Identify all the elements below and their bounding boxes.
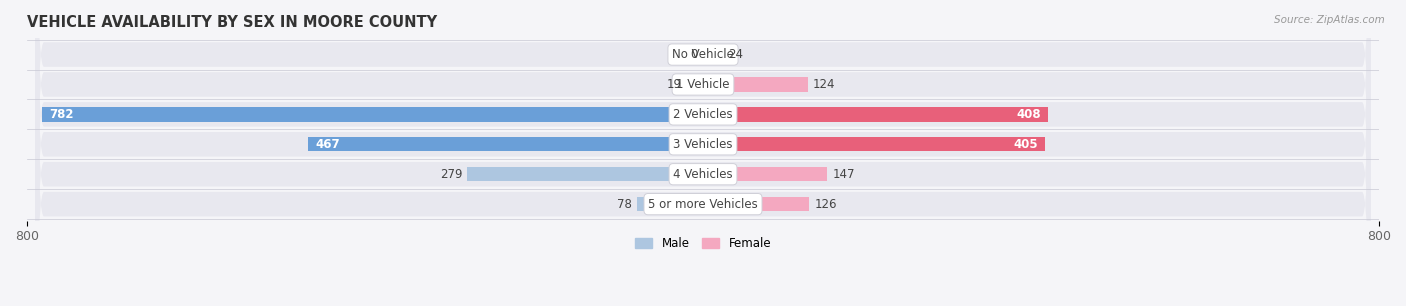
Bar: [467, 167, 703, 181]
Text: 1 Vehicle: 1 Vehicle: [676, 78, 730, 91]
Text: 782: 782: [49, 108, 73, 121]
Bar: [703, 137, 1045, 151]
Legend: Male, Female: Male, Female: [630, 232, 776, 255]
Bar: [308, 137, 703, 151]
Text: 19: 19: [666, 78, 682, 91]
Text: 78: 78: [617, 198, 633, 211]
Bar: [42, 107, 703, 121]
Text: 4 Vehicles: 4 Vehicles: [673, 168, 733, 181]
Bar: [703, 107, 1047, 121]
Text: 405: 405: [1014, 138, 1039, 151]
Text: Source: ZipAtlas.com: Source: ZipAtlas.com: [1274, 15, 1385, 25]
Text: 2 Vehicles: 2 Vehicles: [673, 108, 733, 121]
Text: 5 or more Vehicles: 5 or more Vehicles: [648, 198, 758, 211]
Text: 408: 408: [1017, 108, 1040, 121]
Bar: [703, 167, 827, 181]
FancyBboxPatch shape: [35, 0, 1371, 306]
Bar: [703, 77, 808, 91]
Bar: [703, 47, 723, 62]
Bar: [703, 197, 810, 211]
Text: 147: 147: [832, 168, 855, 181]
Bar: [637, 197, 703, 211]
Text: 126: 126: [814, 198, 837, 211]
Text: 0: 0: [690, 48, 697, 61]
FancyBboxPatch shape: [35, 0, 1371, 306]
FancyBboxPatch shape: [35, 0, 1371, 306]
Bar: [688, 77, 703, 91]
FancyBboxPatch shape: [35, 0, 1371, 306]
Text: No Vehicle: No Vehicle: [672, 48, 734, 61]
Text: 3 Vehicles: 3 Vehicles: [673, 138, 733, 151]
FancyBboxPatch shape: [35, 0, 1371, 306]
Text: 467: 467: [315, 138, 340, 151]
FancyBboxPatch shape: [35, 0, 1371, 306]
Text: 279: 279: [440, 168, 463, 181]
Text: 124: 124: [813, 78, 835, 91]
Text: VEHICLE AVAILABILITY BY SEX IN MOORE COUNTY: VEHICLE AVAILABILITY BY SEX IN MOORE COU…: [27, 15, 437, 30]
Text: 24: 24: [728, 48, 744, 61]
